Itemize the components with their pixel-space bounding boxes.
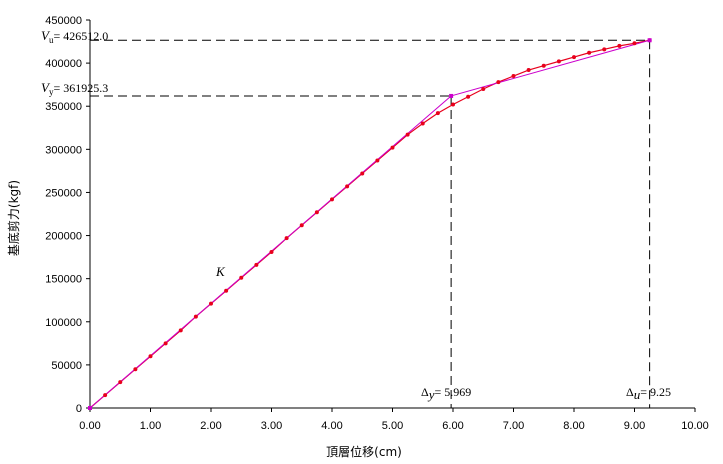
capacity-curve-point [556, 59, 561, 64]
y-tick-label: 100000 [45, 317, 82, 329]
capacity-curve-point [239, 275, 244, 280]
capacity-curve-point [496, 80, 501, 85]
capacity-curve-point [284, 236, 289, 241]
capacity-curve-point [360, 171, 365, 176]
capacity-curve-point [193, 314, 198, 319]
capacity-curve-point [617, 43, 622, 48]
capacity-curve-line [89, 39, 650, 409]
capacity-curve-point [572, 55, 576, 60]
dy-annotation: Δy= 5.969 [421, 385, 471, 402]
x-tick-label: 3.00 [261, 420, 282, 432]
capacity-curve-point [390, 145, 395, 150]
y-tick-label: 450000 [45, 15, 82, 27]
capacity-curve-point [526, 68, 531, 73]
x-tick-label: 6.00 [442, 420, 463, 432]
y-tick-label: 150000 [45, 274, 82, 286]
capacity-curve-point [148, 354, 153, 359]
capacity-curve-point [405, 132, 410, 137]
bilinear-point [647, 38, 652, 43]
capacity-curve-point [163, 341, 168, 346]
vy-annotation: Vy= 361925.3 [41, 80, 108, 97]
capacity-curve-point [632, 41, 637, 46]
du-annotation: Δu= 9.25 [626, 385, 671, 402]
capacity-curve-point [511, 74, 516, 79]
bilinear-point [449, 93, 454, 98]
capacity-curve-point [269, 249, 274, 254]
k-annotation: K [215, 264, 226, 279]
capacity-curve-point [420, 121, 425, 126]
capacity-curve-point [209, 301, 213, 306]
capacity-curve-point [541, 63, 546, 68]
x-tick-label: 1.00 [140, 420, 161, 432]
capacity-curve-point [466, 94, 471, 99]
capacity-curve-point [103, 393, 108, 398]
capacity-curve-point [254, 262, 259, 267]
axes: 0 50000 100000 150000 200000 250000 300000 3500… [45, 15, 708, 432]
x-tick-label: 9.00 [624, 420, 645, 432]
y-tick-label: 300000 [45, 144, 82, 156]
x-tick-label: 8.00 [563, 420, 584, 432]
capacity-curve-point [224, 288, 229, 293]
x-tick-label: 4.00 [321, 420, 342, 432]
capacity-curve-point [451, 102, 455, 107]
capacity-curve-point [435, 111, 440, 116]
y-tick-label: 0 [76, 403, 82, 415]
x-tick-label: 5.00 [382, 420, 403, 432]
x-tick-label: 0.00 [79, 420, 100, 432]
capacity-curve-point [330, 197, 334, 202]
capacity-curve-point [345, 184, 350, 189]
y-tick-label: 200000 [45, 231, 82, 243]
bilinear-line [89, 39, 650, 409]
capacity-curve-point [178, 328, 183, 333]
x-tick-label: 7.00 [503, 420, 524, 432]
y-tick-label: 400000 [45, 58, 82, 70]
vu-annotation: Vu= 426512.0 [41, 28, 108, 45]
x-tick-label: 2.00 [200, 420, 221, 432]
capacity-curve-point [118, 380, 123, 385]
annotation-group: 頂層位移(cm) 基底剪力(kgf) Vu= 426512.0 Vy= 3619… [6, 28, 671, 459]
capacity-curve-point [299, 223, 304, 228]
y-tick-label: 350000 [45, 101, 82, 113]
series-group [88, 38, 652, 410]
x-axis-title: 頂層位移(cm) [326, 444, 402, 459]
y-tick-label: 50000 [51, 360, 82, 372]
bilinear-point [88, 406, 92, 410]
capacity-curve-point [602, 47, 607, 52]
capacity-curve-point [314, 210, 319, 215]
capacity-curve-point [133, 367, 138, 372]
y-axis-title: 基底剪力(kgf) [6, 180, 21, 256]
y-tick-label: 250000 [45, 187, 82, 199]
x-tick-label: 10.00 [681, 420, 709, 432]
capacity-curve-point [587, 50, 592, 55]
guide-lines [90, 39, 651, 408]
capacity-curve-point [375, 158, 380, 163]
capacity-curve-point [481, 86, 486, 91]
